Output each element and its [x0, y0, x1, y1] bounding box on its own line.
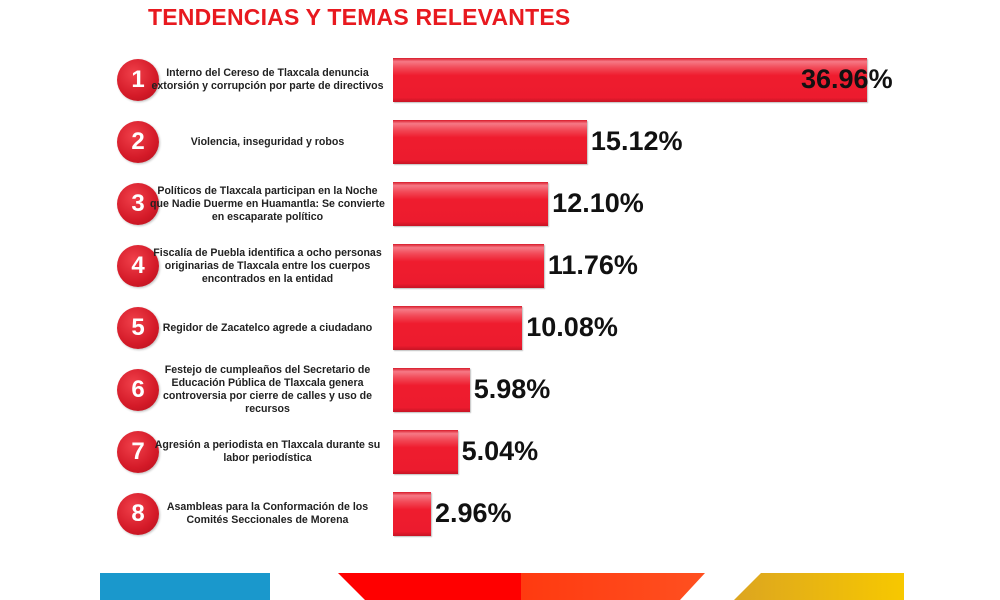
bar-row: 2 Violencia, inseguridad y robos 15.12% — [0, 111, 1000, 173]
value-label: 2.96% — [434, 498, 512, 528]
orange-footer-block — [521, 573, 705, 600]
value-label: 11.76% — [547, 250, 638, 280]
bar-row: 3 Políticos de Tlaxcala participan en la … — [0, 173, 1000, 235]
value-label: 36.96% — [801, 64, 893, 94]
bar-row: 5 Regidor de Zacatelco agrede a ciudadano… — [0, 297, 1000, 359]
value-label: 15.12% — [590, 126, 683, 156]
bar — [393, 368, 470, 412]
bar — [393, 244, 544, 288]
value-label: 10.08% — [526, 312, 618, 342]
category-label: Agresión a periodista en Tlaxcala durant… — [154, 439, 381, 464]
bar-row: 8 Asambleas para la Conformación de los C… — [0, 483, 1000, 545]
bar-row: 6 Festejo de cumpleaños del Secretario de… — [0, 359, 1000, 421]
rank-badge: 5 — [117, 307, 159, 349]
rank-badge: 6 — [117, 369, 159, 411]
red-footer-block — [338, 573, 521, 600]
category-label: Fiscalía de Puebla identifica a ocho per… — [153, 246, 382, 285]
category-label: Asambleas para la Conformación de los Co… — [166, 501, 369, 526]
decorative-footer-shapes — [100, 573, 904, 600]
yellow-footer-block — [734, 573, 904, 600]
bar — [393, 120, 587, 164]
bar — [393, 492, 431, 536]
category-label: Políticos de Tlaxcala participan en la N… — [150, 184, 385, 223]
rank-badge: 8 — [117, 493, 159, 535]
value-label: 12.10% — [552, 188, 644, 218]
value-label: 5.98% — [473, 374, 551, 404]
chart-title: TENDENCIAS Y TEMAS RELEVANTES — [148, 4, 571, 30]
bar — [393, 182, 549, 226]
rank-badge: 3 — [117, 183, 159, 225]
rank-badge: 2 — [117, 121, 159, 163]
category-label: Festejo de cumpleaños del Secretario de … — [162, 364, 373, 415]
bar-row: 7 Agresión a periodista en Tlaxcala duran… — [0, 421, 1000, 483]
bar — [393, 430, 458, 474]
blue-footer-block — [100, 573, 270, 600]
rank-badge: 4 — [117, 245, 159, 287]
category-label: Interno del Cereso de Tlaxcala denuncia … — [151, 67, 384, 92]
rank-badge: 1 — [117, 59, 159, 101]
rank-badge: 7 — [117, 431, 159, 473]
value-label: 5.04% — [461, 436, 539, 466]
category-label: Violencia, inseguridad y robos — [190, 135, 345, 148]
bar — [393, 58, 867, 102]
bar-row: 4 Fiscalía de Puebla identifica a ocho pe… — [0, 235, 1000, 297]
bar — [393, 306, 523, 350]
bar-row: 1 Interno del Cereso de Tlaxcala denuncia… — [0, 49, 1000, 111]
category-label: Regidor de Zacatelco agrede a ciudadano — [162, 321, 373, 334]
